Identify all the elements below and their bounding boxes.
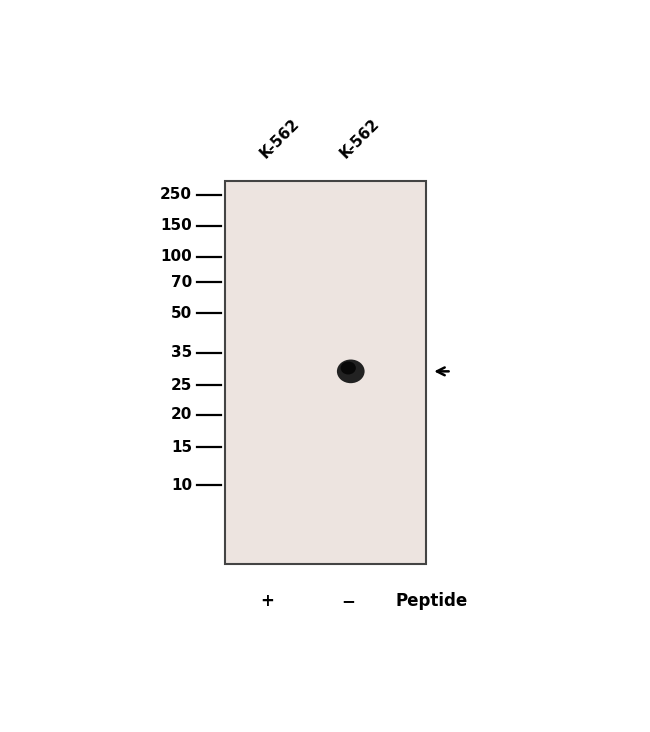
Text: +: + (261, 591, 274, 610)
Text: 25: 25 (171, 378, 192, 393)
Text: K-562: K-562 (257, 116, 302, 161)
Text: K-562: K-562 (337, 116, 383, 161)
Text: 20: 20 (171, 407, 192, 422)
Text: 100: 100 (161, 250, 192, 264)
Text: 150: 150 (161, 218, 192, 234)
Text: 10: 10 (171, 478, 192, 493)
Bar (225, 181, 426, 564)
Ellipse shape (341, 362, 356, 375)
Text: 50: 50 (171, 306, 192, 321)
Text: −: − (341, 591, 355, 610)
Text: 250: 250 (160, 187, 192, 203)
Ellipse shape (337, 359, 365, 383)
Text: Peptide: Peptide (395, 591, 467, 610)
Text: 70: 70 (171, 274, 192, 290)
Text: 35: 35 (171, 346, 192, 360)
Text: 15: 15 (171, 440, 192, 455)
